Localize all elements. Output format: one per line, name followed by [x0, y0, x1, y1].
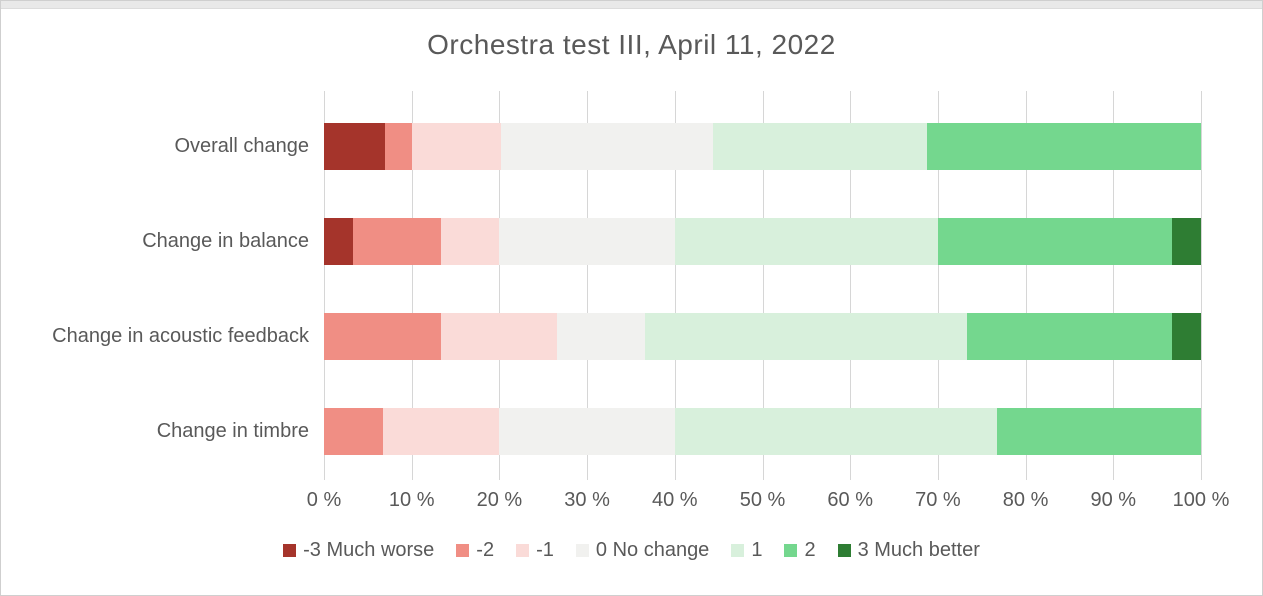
bar-row [324, 408, 1201, 455]
axis-tick [937, 471, 939, 480]
bar-segment [713, 123, 928, 170]
x-tick-label: 30 % [564, 489, 610, 511]
page-top-strip [1, 1, 1262, 9]
category-label: Change in balance [142, 230, 309, 252]
legend-label: 0 No change [595, 539, 710, 561]
bar-segment [440, 313, 558, 360]
legend-swatch [784, 544, 798, 557]
legend-swatch [283, 544, 297, 557]
bar-segment [557, 313, 645, 360]
x-tick-label: 70 % [915, 489, 961, 511]
legend-swatch [731, 544, 745, 557]
legend: -3 Much worse -2 -1 0 No change 1 2 3 Much bet… [1, 539, 1262, 562]
legend-label: -2 [476, 539, 495, 561]
legend-item: 2 [784, 539, 816, 562]
gridline [850, 91, 852, 471]
axis-tick [324, 471, 325, 480]
bar-row [324, 218, 1201, 265]
legend-label: 1 [751, 539, 763, 561]
bar-row [324, 123, 1201, 170]
chart-title: Orchestra test III, April 11, 2022 [427, 29, 836, 60]
bar-segment [411, 123, 502, 170]
bar-segment [352, 218, 441, 265]
legend-item: -3 Much worse [283, 539, 434, 562]
x-tick-label: 80 % [1002, 489, 1049, 511]
gridline [937, 91, 939, 471]
gridline [499, 91, 501, 471]
axis-tick [1113, 471, 1115, 480]
bar-segment [1172, 218, 1201, 265]
gridline [411, 91, 413, 471]
bar-segment [499, 408, 675, 455]
axis-tick [1025, 471, 1027, 480]
category-label: Change in acoustic feedback [52, 325, 309, 347]
bar-segment [927, 123, 1201, 170]
legend-swatch [837, 544, 851, 557]
gridline [1113, 91, 1115, 471]
category-label: Overall change [174, 135, 309, 157]
bar-segment [501, 123, 714, 170]
x-tick-label: 20 % [476, 489, 523, 511]
bar-segment [324, 218, 353, 265]
x-tick-label: 40 % [652, 489, 698, 511]
axis-tick [762, 471, 764, 480]
x-tick-label: 50 % [739, 489, 786, 511]
bar-segment [324, 408, 383, 455]
x-tick-label: 10 % [388, 489, 435, 511]
legend-item: 0 No change [575, 539, 710, 562]
bar-segment [1172, 313, 1201, 360]
gridline [1025, 91, 1027, 471]
axis-tick [674, 471, 676, 480]
category-label: Change in timbre [156, 420, 309, 442]
legend-item: 3 Much better [837, 539, 980, 562]
x-tick-label: 100 % [1172, 489, 1230, 511]
gridline [324, 91, 325, 471]
bar-segment [440, 218, 500, 265]
bar-segment [384, 123, 412, 170]
axis-tick [587, 471, 589, 480]
bar-segment [499, 218, 675, 265]
bar-segment [674, 218, 938, 265]
bar-row [324, 313, 1201, 360]
gridline [762, 91, 764, 471]
legend-swatch [575, 544, 589, 557]
bar-segment [324, 313, 441, 360]
legend-item: -1 [516, 539, 554, 562]
legend-item: -2 [456, 539, 494, 562]
x-tick-label: 0 % [306, 489, 342, 511]
plot-area: 0 % 10 % 20 % 30 % 40 % 50 % 60 % 70 % 80 % 90 % 1… [307, 91, 1229, 511]
legend-label: -1 [536, 539, 554, 561]
bar-segment [966, 313, 1173, 360]
bar-segment [674, 408, 997, 455]
bar-segment [996, 408, 1201, 455]
bar-segment [382, 408, 500, 455]
axis-tick [411, 471, 413, 480]
x-tick-label: 90 % [1090, 489, 1137, 511]
legend-label: 2 [804, 539, 816, 561]
legend-item: 1 [731, 539, 762, 562]
gridline [1201, 91, 1202, 471]
axis-tick [850, 471, 852, 480]
axis-tick [1201, 471, 1202, 480]
legend-swatch [456, 544, 470, 557]
legend-label: -3 Much worse [303, 539, 435, 561]
legend-label: 3 Much better [857, 539, 980, 561]
x-tick-label: 60 % [827, 489, 873, 511]
bar-segment [644, 313, 967, 360]
gridline [674, 91, 676, 471]
axis-tick [499, 471, 501, 480]
bar-segment [324, 123, 385, 170]
legend-swatch [516, 544, 530, 557]
bar-segment [937, 218, 1173, 265]
gridline [587, 91, 589, 471]
